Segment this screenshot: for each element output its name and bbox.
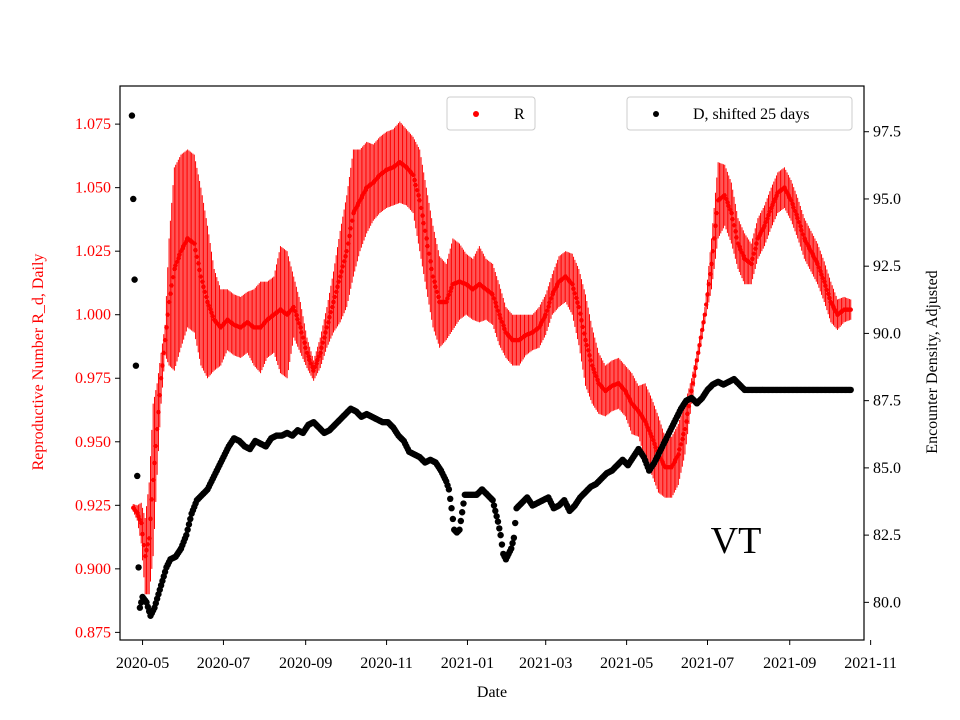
y-left-tick-label: 1.075 [75,116,111,133]
y-left-tick-label: 1.000 [75,307,111,324]
d-point [183,531,190,539]
d-point [445,486,453,493]
x-tick-label: 2021-07 [681,655,734,672]
y-right-tick-label: 97.5 [873,124,901,141]
y-right-tick-label: 90.0 [873,325,901,342]
d-point [489,496,496,504]
d-point [130,195,137,203]
r-point [848,307,853,312]
y-left-tick-label: 0.950 [75,434,111,451]
d-point [509,539,516,547]
y-right-tick-label: 87.5 [873,393,901,410]
d-point [492,507,499,515]
d-point [456,526,463,533]
legend-d-label: D, shifted 25 days [693,106,809,123]
state-annotation: VT [711,520,762,562]
x-tick-label: 2020-09 [279,655,332,672]
y-left-tick-label: 0.975 [75,370,111,387]
series-r [131,121,853,595]
d-point [187,515,194,523]
d-point [493,513,500,520]
d-point [497,531,504,539]
legend-r: R [446,96,536,131]
x-tick-label: 2021-09 [763,655,816,672]
y-right-tick-label: 85.0 [873,460,901,477]
d-point [449,515,457,523]
x-tick-label: 2021-11 [844,655,897,672]
d-point [490,502,498,509]
legend-d-marker [653,111,659,117]
y-left-tick-label: 1.025 [75,243,111,260]
x-tick-label: 2020-05 [116,655,169,672]
y-right-tick-label: 92.5 [873,258,901,275]
d-point [448,505,455,512]
d-point [184,526,191,533]
d-point [185,521,193,528]
d-point [512,519,519,527]
d-point [496,525,503,532]
x-tick-label: 2021-03 [519,655,572,672]
d-point [460,500,467,507]
legend-r-frame [446,96,536,131]
d-point [458,509,466,516]
legend-d: D, shifted 25 days [626,96,853,131]
d-point [498,541,506,548]
legend-r-marker [473,111,479,117]
d-point [510,534,518,542]
d-point [128,112,136,119]
x-axis-label: Date [477,684,507,701]
legend-r-label: R [514,106,525,123]
x-tick-label: 2021-01 [441,655,494,672]
y-right-tick-label: 80.0 [873,594,901,611]
d-point [131,276,138,283]
y-axis-left-label: Reproductive Number R_d, Daily [30,254,47,471]
y-right-tick-label: 95.0 [873,191,901,208]
x-tick-label: 2020-07 [197,655,250,672]
y-right-tick-label: 82.5 [873,527,901,544]
x-tick-label: 2021-05 [600,655,653,672]
d-point [847,386,854,394]
d-point [132,362,140,369]
d-point [135,564,142,571]
series-d [128,112,854,619]
d-point [447,495,454,503]
y-left-tick-label: 0.900 [75,561,111,578]
y-left-tick-label: 0.875 [75,624,111,641]
d-point [134,472,141,480]
d-point [457,517,465,525]
d-point [136,604,144,611]
y-left-tick-label: 0.925 [75,497,111,514]
x-tick-label: 2020-11 [360,655,413,672]
y-axis-right-label: Encounter Density, Adjusted [924,270,941,453]
d-point [508,545,515,552]
axes-layer: 2020-05 2020-07 2020-09 2020-11 2021-01 2021-… [75,85,901,672]
y-left-tick-label: 1.050 [75,180,111,197]
plot-frame [119,85,865,641]
plot-layer [128,112,854,619]
d-point [494,518,502,525]
legend-d-frame [626,96,853,131]
